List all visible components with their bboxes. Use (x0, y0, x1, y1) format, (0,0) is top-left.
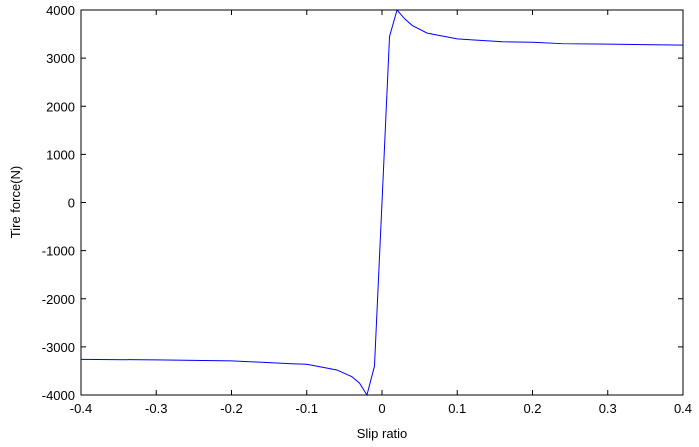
y-tick-label: -4000 (42, 388, 75, 403)
y-tick-label: 3000 (46, 51, 75, 66)
x-tick-label: 0.4 (674, 401, 692, 416)
y-tick-label: -1000 (42, 244, 75, 259)
x-tick-label: 0.1 (448, 401, 466, 416)
y-tick-label: -3000 (42, 340, 75, 355)
x-tick-label: -0.2 (220, 401, 242, 416)
x-axis-label: Slip ratio (357, 426, 408, 441)
x-tick-label: -0.1 (296, 401, 318, 416)
y-axis-label: Tire force(N) (8, 166, 23, 238)
x-tick-label: 0.2 (523, 401, 541, 416)
y-tick-label: -2000 (42, 292, 75, 307)
x-tick-label: 0.3 (599, 401, 617, 416)
x-tick-label: -0.3 (145, 401, 167, 416)
y-tick-label: 1000 (46, 147, 75, 162)
y-tick-label: 2000 (46, 99, 75, 114)
x-tick-label: -0.4 (70, 401, 92, 416)
y-tick-label: 0 (68, 196, 75, 211)
x-tick-label: 0 (378, 401, 385, 416)
y-tick-label: 4000 (46, 3, 75, 18)
line-series (80, 8, 684, 397)
